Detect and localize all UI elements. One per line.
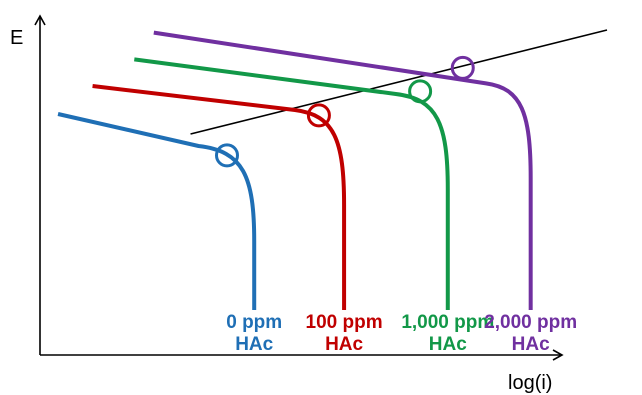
curve-100-ppm [92, 84, 347, 310]
curve-1-000-ppm [134, 57, 450, 310]
curve-label-100-ppm-unit: HAc [325, 334, 363, 355]
y-axis-title: E [10, 27, 23, 49]
curve-2-000-ppm [153, 30, 533, 310]
intersection-marker-0-ppm [214, 143, 239, 168]
curve-label-1-000-ppm-unit: HAc [429, 334, 467, 355]
intersection-marker-2-000-ppm [450, 55, 475, 80]
curve-label-0-ppm-unit: HAc [235, 334, 273, 355]
intersection-marker-100-ppm [306, 103, 331, 128]
curve-label-0-ppm: 0 ppm [226, 312, 282, 333]
curve-label-2-000-ppm-unit: HAc [512, 334, 550, 355]
curve-label-1-000-ppm: 1,000 ppm [401, 312, 494, 333]
anodic-reaction-line [190, 29, 608, 135]
x-axis-title: log(i) [508, 372, 552, 394]
curve-0-ppm [57, 112, 257, 310]
curve-label-100-ppm: 100 ppm [306, 312, 383, 333]
intersection-marker-1-000-ppm [408, 79, 433, 104]
curve-label-2-000-ppm: 2,000 ppm [484, 312, 577, 333]
